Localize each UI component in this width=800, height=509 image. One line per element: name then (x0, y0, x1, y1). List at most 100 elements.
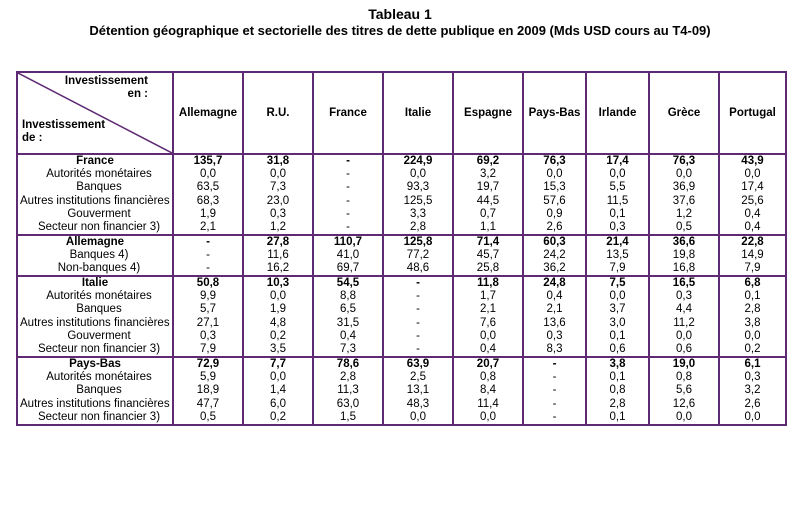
table-cell: 0,0 (718, 411, 787, 426)
table-cell: 5,5 (585, 181, 650, 194)
group-row: France 135,7 31,8-224,9 69,2 76,3 17,4 76,3 43,… (16, 153, 787, 168)
corner-origin-label: Investissement de : (22, 119, 106, 144)
table-row: Secteur non financier 3) 2,1 1,2-2,8 1,1 2,6… (16, 221, 787, 236)
column-header: Italie (382, 71, 454, 155)
table-cell: 25,6 (718, 194, 787, 208)
table-cell: 135,7 (172, 153, 244, 168)
row-label: Secteur non financier 3) (16, 343, 174, 358)
table-cell: 72,9 (172, 356, 244, 371)
table-cell: 11,6 (242, 249, 314, 262)
table-cell: 7,5 (585, 275, 650, 290)
table-cell: 4,4 (648, 303, 720, 316)
corner-cell: Investissement en : Investissement de : (16, 71, 174, 155)
table-row: Banques 4) -11,6 41,0 77,2 45,7 24,2 13,5 19,8 1… (16, 249, 787, 262)
table-cell: 21,4 (585, 234, 650, 249)
table-cell: 0,2 (242, 411, 314, 426)
row-label: Banques 4) (16, 249, 174, 262)
table-cell: 69,2 (452, 153, 524, 168)
column-header: France (312, 71, 384, 155)
table-cell: 6,0 (242, 397, 314, 411)
table-cell: 11,4 (452, 397, 524, 411)
table-row: Autres institutions financières 2) 68,3 23… (16, 194, 787, 208)
table-cell: 0,9 (522, 208, 587, 221)
table-cell: 8,3 (522, 343, 587, 358)
table-cell: - (172, 249, 244, 262)
table-cell: 0,2 (242, 330, 314, 343)
table-cell: 0,0 (242, 168, 314, 181)
table-cell: 8,8 (312, 290, 384, 303)
table-row: Autres institutions financières 2) 47,7 6,… (16, 397, 787, 411)
table-cell: 20,7 (452, 356, 524, 371)
table-cell: 0,0 (648, 330, 720, 343)
table-cell: 0,3 (242, 208, 314, 221)
table-cell: 1,9 (242, 303, 314, 316)
table-cell: 54,5 (312, 275, 384, 290)
row-label: Pays-Bas (16, 356, 174, 371)
column-header: Pays-Bas (522, 71, 587, 155)
table-cell: - (382, 316, 454, 330)
table-cell: 0,0 (718, 330, 787, 343)
table-row: Banques 18,9 1,4 11,3 13,1 8,4-0,8 5,6 3,2 (16, 384, 787, 397)
table-cell: 0,1 (585, 330, 650, 343)
table-cell: 17,4 (718, 181, 787, 194)
table-cell: 36,9 (648, 181, 720, 194)
table-cell: 25,8 (452, 262, 524, 277)
table-cell: 1,5 (312, 411, 384, 426)
table-cell: 0,0 (242, 371, 314, 384)
table-cell: 0,1 (585, 371, 650, 384)
table-cell: 11,2 (648, 316, 720, 330)
table-cell: 16,8 (648, 262, 720, 277)
table-cell: 13,1 (382, 384, 454, 397)
table-cell: 3,8 (585, 356, 650, 371)
table-cell: 0,1 (718, 290, 787, 303)
table-cell: 0,0 (452, 411, 524, 426)
table-cell: - (382, 343, 454, 358)
table-cell: 2,5 (382, 371, 454, 384)
table-cell: 224,9 (382, 153, 454, 168)
corner-diagonal (19, 74, 171, 152)
column-header: Portugal (718, 71, 787, 155)
table-cell: 0,8 (585, 384, 650, 397)
row-label: Secteur non financier 3) (16, 221, 174, 236)
table-cell: 11,8 (452, 275, 524, 290)
table-cell: 68,3 (172, 194, 244, 208)
table-cell: 13,5 (585, 249, 650, 262)
table-cell: 6,5 (312, 303, 384, 316)
table-cell: 0,6 (585, 343, 650, 358)
table-cell: 1,2 (648, 208, 720, 221)
table-cell: 57,6 (522, 194, 587, 208)
table-cell: - (522, 384, 587, 397)
table-cell: 1,1 (452, 221, 524, 236)
table-cell: 7,9 (718, 262, 787, 277)
table-cell: 3,7 (585, 303, 650, 316)
table-cell: 0,3 (522, 330, 587, 343)
table-cell: 31,5 (312, 316, 384, 330)
table-cell: 0,3 (648, 290, 720, 303)
table-cell: 125,5 (382, 194, 454, 208)
table-cell: 0,2 (718, 343, 787, 358)
row-label: Banques (16, 181, 174, 194)
table-cell: 2,6 (522, 221, 587, 236)
column-header: Allemagne (172, 71, 244, 155)
row-label: Autorités monétaires (16, 371, 174, 384)
table-cell: 0,4 (522, 290, 587, 303)
row-label: Gouverment (16, 208, 174, 221)
corner-destination-label: Investissement en : (64, 75, 148, 100)
table-cell: - (312, 208, 384, 221)
table-cell: 2,1 (452, 303, 524, 316)
table-cell: 0,4 (452, 343, 524, 358)
table-row: Autorités monétaires 0,0 0,0-0,0 3,2 0,0 0,0 0… (16, 168, 787, 181)
row-label: Autorités monétaires (16, 168, 174, 181)
table-cell: 0,0 (382, 168, 454, 181)
table-cell: 31,8 (242, 153, 314, 168)
table-cell: 15,3 (522, 181, 587, 194)
table-cell: 19,8 (648, 249, 720, 262)
table-row: Gouverment 1,9 0,3-3,3 0,7 0,9 0,1 1,2 0,4 (16, 208, 787, 221)
table-cell: 1,4 (242, 384, 314, 397)
table-cell: 12,6 (648, 397, 720, 411)
table-cell: 41,0 (312, 249, 384, 262)
table-cell: 63,0 (312, 397, 384, 411)
table-cell: 8,4 (452, 384, 524, 397)
table-cell: 5,7 (172, 303, 244, 316)
table-row: Secteur non financier 3) 7,9 3,5 7,3-0,4 8,3… (16, 343, 787, 358)
